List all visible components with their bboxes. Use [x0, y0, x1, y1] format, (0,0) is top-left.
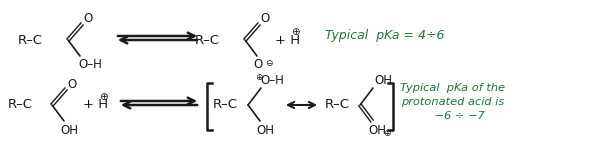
Text: OH: OH — [368, 123, 386, 136]
Text: R–C: R–C — [213, 99, 238, 111]
Text: Typical  pKa = 4÷6: Typical pKa = 4÷6 — [325, 29, 445, 41]
Text: ⊕: ⊕ — [99, 92, 108, 102]
Text: R–C: R–C — [8, 99, 33, 111]
Text: ⊕: ⊕ — [291, 27, 300, 37]
Text: ⊖: ⊖ — [265, 58, 272, 67]
Text: + H: + H — [275, 33, 300, 46]
Text: O: O — [260, 12, 269, 25]
Text: R–C: R–C — [325, 99, 350, 111]
Text: OH: OH — [256, 123, 274, 136]
Text: ⊕: ⊕ — [255, 74, 263, 82]
Text: Typical  pKa of the
protonated acid is
    −6 ÷ −7: Typical pKa of the protonated acid is −6… — [400, 83, 505, 121]
Text: OH: OH — [60, 123, 78, 136]
Text: + H: + H — [83, 99, 108, 111]
Text: ⊕: ⊕ — [383, 130, 391, 139]
Text: O–H: O–H — [260, 74, 284, 87]
Text: O–H: O–H — [78, 58, 102, 71]
Text: O: O — [67, 78, 76, 90]
Text: R–C: R–C — [195, 33, 220, 46]
Text: R–C: R–C — [18, 33, 43, 46]
Text: O: O — [83, 12, 92, 25]
Text: O: O — [253, 58, 262, 71]
Text: OH: OH — [374, 74, 392, 87]
